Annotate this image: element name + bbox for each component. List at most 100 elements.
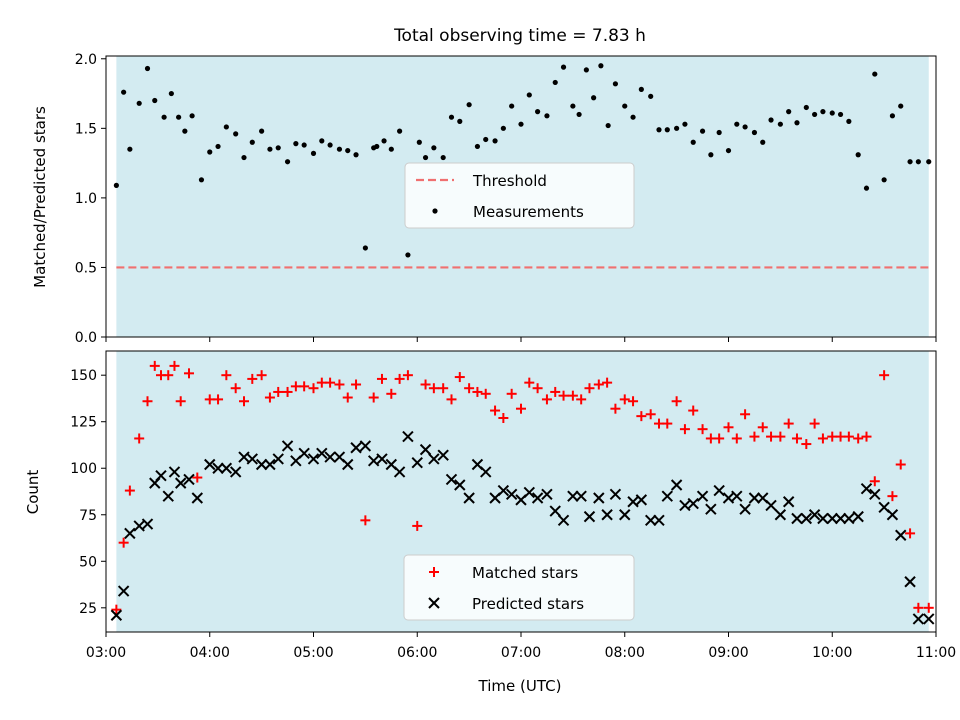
matched-point bbox=[801, 439, 812, 450]
predicted-point bbox=[575, 490, 587, 502]
predicted-point bbox=[549, 505, 561, 517]
matched-point bbox=[118, 537, 129, 548]
matched-point bbox=[192, 472, 203, 483]
legend-label-ratio: Measurements bbox=[473, 203, 584, 221]
predicted-point bbox=[731, 490, 743, 502]
measurement-point bbox=[846, 118, 852, 124]
x-axis-label: Time (UTC) bbox=[478, 677, 562, 695]
y-tick-label-ratio: 1.5 bbox=[75, 121, 97, 137]
predicted-point bbox=[765, 499, 777, 512]
measurement-point bbox=[310, 150, 317, 156]
predicted-point bbox=[264, 458, 276, 471]
measurement-point bbox=[374, 143, 380, 150]
measurement-point bbox=[664, 127, 670, 133]
legend-ratio: Threshold Measurements bbox=[404, 162, 635, 229]
matched-point bbox=[428, 383, 439, 394]
matched-point bbox=[213, 394, 224, 405]
matched-point bbox=[134, 433, 145, 444]
measurement-point bbox=[483, 136, 489, 143]
measurement-point bbox=[474, 143, 481, 150]
predicted-point bbox=[497, 484, 510, 497]
measurement-point bbox=[509, 103, 515, 109]
matched-point bbox=[791, 433, 802, 444]
measurement-point bbox=[674, 125, 680, 131]
predicted-point bbox=[912, 613, 925, 625]
measurement-point bbox=[448, 114, 455, 120]
matched-point bbox=[576, 394, 587, 405]
matched-point bbox=[757, 422, 768, 433]
measurement-point bbox=[362, 245, 368, 251]
matched-point bbox=[412, 520, 423, 531]
predicted-point bbox=[567, 490, 579, 502]
measurement-point bbox=[583, 67, 589, 73]
x-tick-label: 05:00 bbox=[293, 645, 333, 661]
matched-point bbox=[480, 388, 491, 399]
matched-point bbox=[783, 418, 794, 429]
matched-point bbox=[749, 431, 760, 442]
predicted-point bbox=[316, 447, 328, 460]
matched-point bbox=[602, 377, 613, 388]
measurement-point bbox=[518, 121, 524, 127]
measurement-point bbox=[466, 102, 472, 108]
predicted-point bbox=[808, 509, 821, 521]
matched-point bbox=[593, 379, 604, 390]
predicted-point bbox=[220, 462, 233, 474]
measurement-point bbox=[889, 113, 896, 119]
matched-point bbox=[662, 418, 673, 429]
matched-point bbox=[360, 515, 371, 526]
predicted-point bbox=[281, 440, 294, 452]
matched-point bbox=[671, 396, 682, 407]
measurement-point bbox=[907, 159, 913, 165]
matched-point bbox=[913, 602, 924, 613]
matched-point bbox=[723, 422, 734, 433]
measurement-point bbox=[353, 152, 359, 158]
measurement-point bbox=[926, 159, 932, 165]
y-tick-label-count: 150 bbox=[70, 368, 97, 384]
y-tick-label-ratio: 1.0 bbox=[75, 191, 97, 207]
matched-point bbox=[731, 433, 742, 444]
matched-point bbox=[334, 379, 345, 390]
predicted-point bbox=[748, 492, 761, 504]
predicted-point bbox=[800, 512, 813, 525]
matched-point bbox=[532, 383, 543, 394]
measurement-point bbox=[144, 65, 151, 72]
measurement-point bbox=[872, 71, 878, 77]
matched-point bbox=[124, 485, 135, 496]
predicted-point bbox=[826, 512, 838, 525]
count-panel: 25 50 75 100 125 150 03:00 04:00 05:00 06:00 07:0… bbox=[24, 350, 956, 695]
matched-point bbox=[740, 409, 751, 420]
matched-point bbox=[230, 383, 241, 394]
legend-key-predicted bbox=[428, 597, 440, 609]
x-tick-label: 11:00 bbox=[916, 645, 956, 661]
predicted-point bbox=[117, 585, 130, 597]
predicted-point bbox=[454, 479, 466, 491]
y-axis-label-count: Count bbox=[24, 470, 42, 515]
measurement-point bbox=[591, 95, 597, 101]
matched-point bbox=[619, 394, 630, 405]
matched-point bbox=[376, 373, 387, 384]
predicted-point bbox=[713, 484, 725, 497]
measurement-point bbox=[576, 111, 582, 118]
x-tick-label: 08:00 bbox=[605, 645, 645, 661]
predicted-point bbox=[705, 503, 717, 515]
measurement-point bbox=[598, 63, 604, 69]
measurement-point bbox=[630, 114, 636, 120]
predicted-point bbox=[229, 466, 242, 478]
measurement-point bbox=[215, 143, 221, 150]
matched-point bbox=[584, 383, 595, 394]
predicted-point bbox=[661, 490, 673, 502]
predicted-point bbox=[895, 529, 907, 541]
measurement-point bbox=[915, 159, 921, 165]
measurement-point bbox=[405, 252, 411, 258]
measurement-point bbox=[284, 159, 291, 165]
measurement-point bbox=[786, 109, 792, 115]
predicted-point bbox=[350, 442, 362, 454]
predicted-point bbox=[635, 494, 648, 506]
predicted-point bbox=[670, 479, 683, 491]
predicted-point bbox=[817, 512, 829, 525]
predicted-point bbox=[696, 490, 709, 502]
matched-point bbox=[905, 528, 916, 539]
matched-point bbox=[869, 476, 880, 487]
measurement-point bbox=[182, 128, 188, 134]
predicted-point bbox=[601, 509, 613, 521]
